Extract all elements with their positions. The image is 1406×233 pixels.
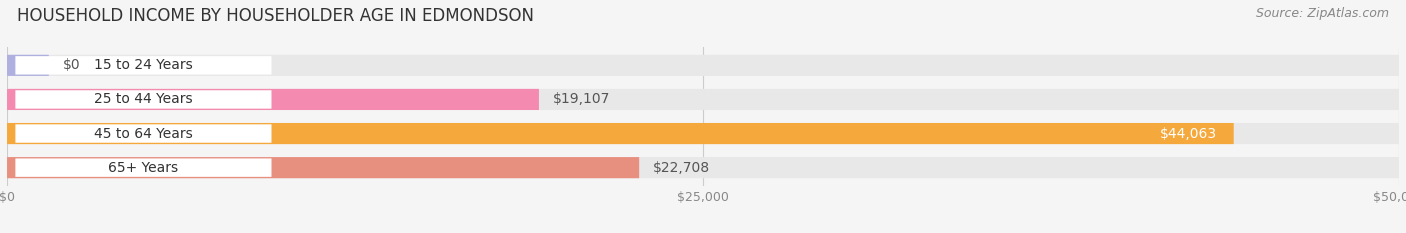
FancyBboxPatch shape — [7, 123, 1399, 144]
FancyBboxPatch shape — [7, 89, 1399, 110]
Text: $0: $0 — [63, 58, 80, 72]
FancyBboxPatch shape — [7, 55, 49, 76]
Text: $19,107: $19,107 — [553, 93, 610, 106]
Text: 15 to 24 Years: 15 to 24 Years — [94, 58, 193, 72]
FancyBboxPatch shape — [15, 90, 271, 109]
FancyBboxPatch shape — [15, 56, 271, 75]
Text: 45 to 64 Years: 45 to 64 Years — [94, 127, 193, 140]
FancyBboxPatch shape — [15, 158, 271, 177]
Text: HOUSEHOLD INCOME BY HOUSEHOLDER AGE IN EDMONDSON: HOUSEHOLD INCOME BY HOUSEHOLDER AGE IN E… — [17, 7, 534, 25]
Text: Source: ZipAtlas.com: Source: ZipAtlas.com — [1256, 7, 1389, 20]
FancyBboxPatch shape — [7, 55, 1399, 76]
FancyBboxPatch shape — [7, 157, 1399, 178]
FancyBboxPatch shape — [7, 157, 640, 178]
Text: 25 to 44 Years: 25 to 44 Years — [94, 93, 193, 106]
Text: $44,063: $44,063 — [1160, 127, 1218, 140]
Text: $22,708: $22,708 — [654, 161, 710, 175]
FancyBboxPatch shape — [7, 89, 538, 110]
Text: 65+ Years: 65+ Years — [108, 161, 179, 175]
FancyBboxPatch shape — [15, 124, 271, 143]
FancyBboxPatch shape — [7, 123, 1233, 144]
